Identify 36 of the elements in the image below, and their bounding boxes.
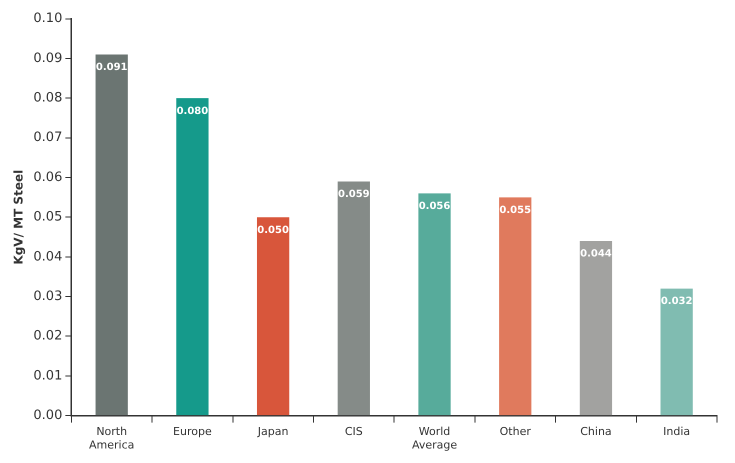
x-tick-label: Japan	[256, 425, 288, 438]
y-axis-title: KgV/ MT Steel	[11, 170, 26, 265]
x-tick-label: China	[580, 425, 612, 438]
bar	[338, 181, 370, 416]
x-tick-label: Europe	[173, 425, 212, 438]
bar	[499, 197, 532, 416]
y-tick-label: 0.08	[33, 90, 62, 106]
y-tick-label: 0.10	[33, 11, 62, 26]
data-label: 0.056	[418, 200, 450, 212]
y-tick-label: 0.07	[33, 130, 62, 146]
y-tick-label: 0.04	[33, 249, 62, 264]
bar	[418, 193, 451, 416]
bar	[660, 288, 693, 416]
x-tick-label: World Average	[412, 425, 458, 452]
data-label: 0.059	[338, 189, 370, 200]
y-tick-label: 0.02	[33, 328, 62, 344]
data-label: 0.091	[96, 62, 128, 74]
bar	[256, 217, 290, 416]
y-tick-label: 0.03	[33, 288, 62, 304]
data-label: 0.044	[580, 248, 612, 260]
data-label: 0.032	[660, 296, 692, 308]
bar	[580, 241, 612, 416]
bar	[176, 98, 209, 416]
data-label: 0.080	[176, 106, 208, 117]
y-tick-label: 0.00	[33, 408, 62, 423]
x-tick-label: North America	[89, 425, 134, 452]
y-tick-label: 0.06	[33, 170, 62, 185]
y-tick-label: 0.09	[33, 50, 62, 66]
data-label: 0.055	[499, 204, 532, 216]
bar	[96, 54, 128, 416]
y-tick-label: 0.01	[33, 368, 62, 384]
x-tick-label: India	[663, 425, 690, 438]
y-tick-label: 0.05	[33, 210, 62, 225]
data-label: 0.050	[257, 224, 289, 236]
x-tick-label: Other	[500, 425, 532, 438]
x-tick-label: CIS	[344, 425, 363, 438]
